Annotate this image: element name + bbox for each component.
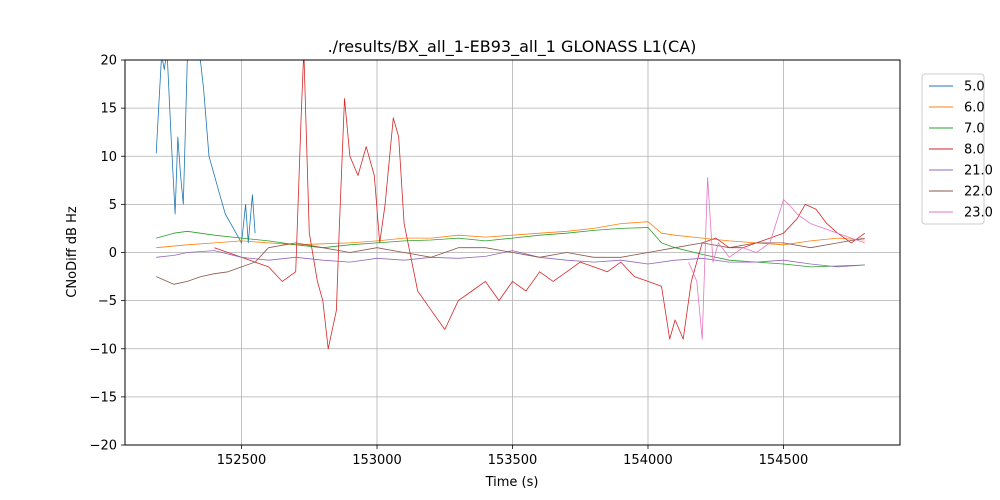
legend-label: 5.0	[964, 80, 985, 95]
series-line-22-0	[156, 237, 865, 285]
x-axis-title: Time (s)	[485, 475, 539, 490]
ticks: 152500 153000 153500 154000 154500 −20 −15 −10 −…	[90, 54, 809, 469]
y-tick-label: −15	[90, 390, 117, 405]
legend-label: 22.0	[964, 185, 993, 200]
legend-label: 7.0	[964, 122, 985, 137]
x-tick-label: 153500	[488, 453, 538, 468]
y-tick-label: 0	[109, 246, 117, 261]
y-axis-title: CNoDiff dB Hz	[65, 206, 80, 298]
legend-label: 6.0	[964, 101, 985, 116]
series-line-5-0	[155, 60, 256, 244]
y-tick-label: −20	[90, 439, 117, 454]
legend-label: 23.0	[964, 206, 993, 221]
y-tick-label: 5	[109, 198, 117, 213]
series-line-23-0	[688, 176, 865, 340]
y-tick-label: 10	[100, 150, 117, 165]
y-tick-label: 15	[100, 102, 117, 117]
legend-label: 8.0	[964, 143, 985, 158]
series-line-7-0	[156, 227, 865, 268]
legend: 5.0 6.0 7.0 8.0 21.0 22.0 23.0	[921, 73, 993, 225]
legend-label: 21.0	[964, 164, 993, 179]
x-tick-label: 154500	[759, 453, 809, 468]
y-tick-label: 20	[100, 54, 117, 69]
x-tick-label: 152500	[217, 453, 267, 468]
x-tick-label: 153000	[352, 453, 402, 468]
y-tick-label: −10	[90, 342, 117, 357]
series-line-21-0	[156, 250, 865, 268]
x-tick-label: 154000	[623, 453, 673, 468]
series-line-8-0	[214, 60, 866, 350]
y-tick-label: −5	[98, 294, 117, 309]
chart-title: ./results/BX_all_1-EB93_all_1 GLONASS L1…	[328, 37, 697, 57]
series-group	[155, 60, 866, 350]
series-line-6-0	[156, 221, 865, 249]
